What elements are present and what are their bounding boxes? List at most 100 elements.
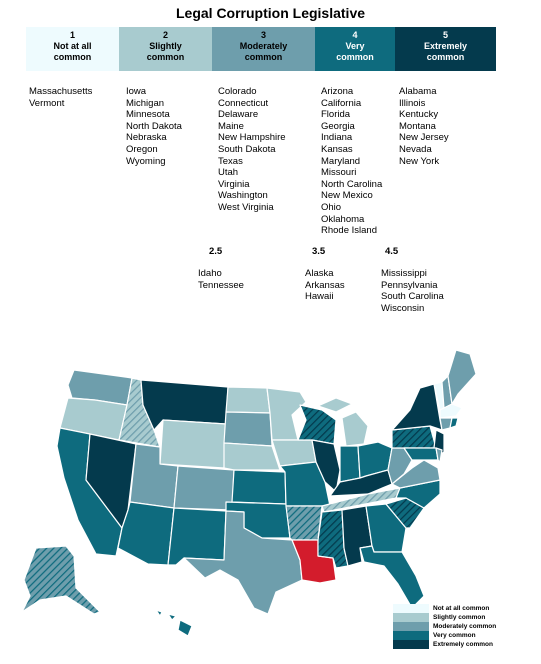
- state-name: New Hampshire: [218, 132, 286, 144]
- category-label: Extremely: [423, 41, 468, 51]
- state-name: Minnesota: [126, 109, 170, 121]
- state-name: Alaska: [305, 268, 334, 279]
- half-step-list-25: Idaho Tennessee: [198, 268, 244, 291]
- state-virginia: [391, 459, 441, 489]
- state-north-dakota: [225, 386, 271, 414]
- category-label: Moderately: [239, 41, 288, 51]
- state-name: Maine: [218, 120, 244, 132]
- state-name: Arizona: [321, 86, 354, 97]
- category-number: 5: [442, 30, 448, 40]
- state-name: Kansas: [321, 143, 353, 155]
- state-name: Delaware: [218, 109, 259, 121]
- state-name: North Dakota: [126, 120, 182, 132]
- legend-label: Very common: [433, 632, 476, 639]
- state-wyoming: [159, 419, 227, 469]
- legend-label: Not at all common: [433, 605, 490, 612]
- state-name: Oregon: [126, 143, 158, 155]
- category-box-4: 4 Very common: [315, 27, 395, 71]
- category-label: common: [336, 52, 374, 62]
- category-label: common: [146, 52, 185, 62]
- category-box-1: 1 Not at all common: [26, 27, 119, 71]
- state-name: Wisconsin: [381, 302, 425, 314]
- state-massachusetts: [439, 403, 463, 419]
- half-step-list-35: Alaska Arkansas Hawaii: [305, 268, 345, 303]
- state-name: Idaho: [198, 268, 222, 279]
- state-name: South Carolina: [381, 291, 444, 303]
- half-step-number: 2.5: [209, 246, 223, 257]
- category-label: common: [53, 52, 92, 62]
- state-name: Vermont: [29, 97, 65, 109]
- state-list-c5: Alabama Illinois Kentucky Montana New Je…: [399, 86, 449, 167]
- state-delaware: [435, 447, 443, 463]
- state-name: California: [321, 97, 362, 109]
- category-label: Slightly: [149, 41, 182, 51]
- state-name: Virginia: [218, 178, 250, 190]
- category-label: common: [244, 52, 283, 62]
- category-label: common: [426, 52, 465, 62]
- state-name: Mississippi: [381, 268, 427, 279]
- legend-swatch: [393, 640, 429, 649]
- state-name: Alabama: [399, 86, 437, 97]
- state-south-carolina: [385, 497, 425, 529]
- state-name: North Carolina: [321, 178, 383, 190]
- state-florida: [359, 545, 425, 609]
- state-colorado: [173, 465, 235, 511]
- state-list-c3: Colorado Connecticut Delaware Maine New …: [218, 86, 286, 214]
- state-name: Nevada: [399, 143, 432, 155]
- state-name: Indiana: [321, 132, 353, 144]
- state-name: Ohio: [321, 201, 342, 213]
- state-nebraska: [223, 442, 281, 471]
- state-name: Texas: [218, 155, 243, 167]
- category-label: Not at all: [53, 41, 92, 51]
- state-name: Utah: [218, 167, 239, 179]
- category-number: 4: [352, 30, 358, 40]
- legend-swatch: [393, 613, 429, 622]
- state-name: Oklahoma: [321, 213, 365, 225]
- state-minnesota: [266, 387, 307, 441]
- legend-label: Extremely common: [433, 641, 493, 648]
- state-name: Tennessee: [198, 279, 244, 291]
- state-name: Connecticut: [218, 97, 269, 109]
- state-name: Kentucky: [399, 109, 439, 121]
- state-name: Rhode Island: [321, 225, 377, 237]
- category-number: 3: [260, 30, 266, 40]
- state-name: Massachusetts: [29, 86, 93, 97]
- category-number: 1: [69, 30, 75, 40]
- state-new-york: [391, 383, 443, 431]
- state-name: New Jersey: [399, 132, 449, 144]
- state-name: Illinois: [399, 97, 426, 109]
- state-name: Maryland: [321, 155, 361, 167]
- state-name: Michigan: [126, 97, 165, 109]
- state-texas: [183, 510, 303, 615]
- category-box-2: 2 Slightly common: [119, 27, 212, 71]
- state-rhode-island: [449, 417, 459, 429]
- legend-label: Slightly common: [433, 614, 486, 621]
- state-kansas: [231, 469, 287, 505]
- state-michigan: [341, 411, 369, 447]
- state-name: Arkansas: [305, 279, 345, 291]
- half-step-list-45: Mississippi Pennsylvania South Carolina …: [381, 268, 444, 314]
- state-name: Montana: [399, 120, 436, 132]
- state-name: Washington: [218, 190, 268, 202]
- state-name: Nebraska: [126, 132, 167, 144]
- state-new-mexico: [167, 507, 227, 566]
- legend-swatch: [393, 604, 429, 613]
- legend-swatch: [393, 631, 429, 640]
- state-name: Georgia: [321, 120, 355, 132]
- legend-label: Moderately common: [433, 623, 497, 630]
- state-list-c1: Massachusetts Vermont: [29, 86, 92, 109]
- state-name: Florida: [321, 109, 351, 121]
- state-wisconsin: [297, 404, 337, 445]
- legend-swatch: [393, 622, 429, 631]
- half-step-number: 3.5: [312, 246, 326, 257]
- us-choropleth-map: [21, 349, 477, 637]
- category-box-5: 5 Extremely common: [395, 27, 496, 71]
- state-name: Wyoming: [126, 155, 166, 167]
- state-name: Pennsylvania: [381, 279, 438, 291]
- state-kentucky: [329, 469, 393, 497]
- state-name: Colorado: [218, 86, 257, 97]
- state-list-c4: Arizona California Florida Georgia India…: [321, 86, 382, 237]
- half-step-number: 4.5: [385, 246, 399, 257]
- state-name: West Virginia: [218, 201, 274, 213]
- state-arkansas: [285, 505, 323, 541]
